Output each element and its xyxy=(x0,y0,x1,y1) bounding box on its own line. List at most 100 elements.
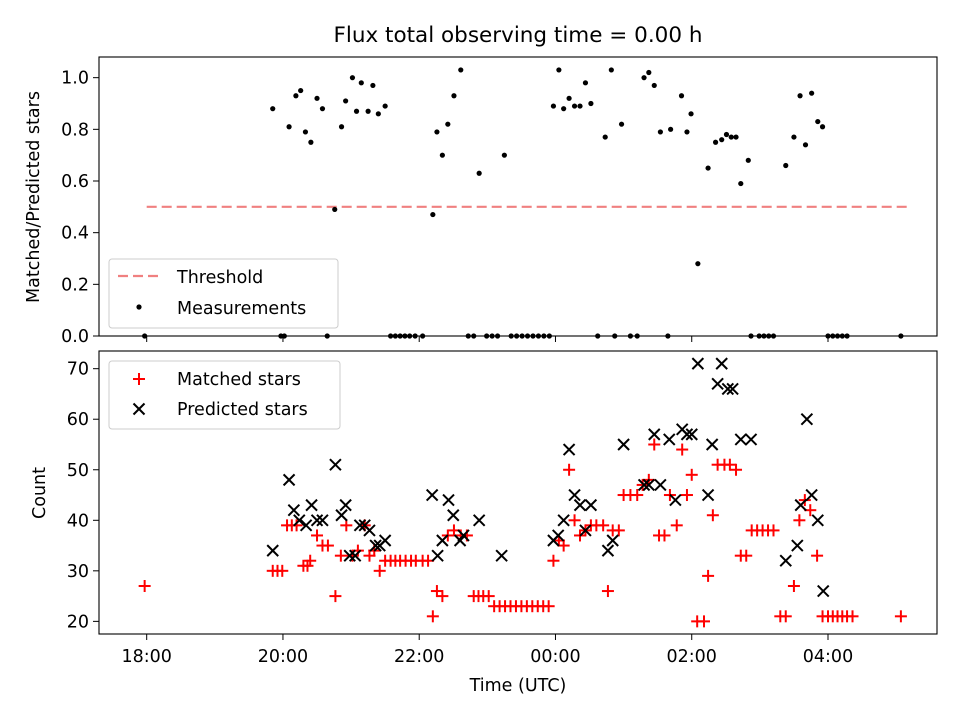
predicted-star-point xyxy=(348,549,362,562)
measurement-point xyxy=(365,108,371,114)
matched-star-point xyxy=(601,585,614,598)
matched-star-point xyxy=(542,600,555,613)
count-y-tick-label: 30 xyxy=(67,562,89,582)
matched-star-point xyxy=(329,590,342,603)
predicted-star-point xyxy=(701,488,715,502)
measurement-point xyxy=(602,134,608,140)
measurement-point xyxy=(375,111,381,117)
cross-stroke-b xyxy=(266,544,279,557)
predicted-star-point xyxy=(299,519,313,532)
measurement-point xyxy=(819,124,826,130)
measurement-point xyxy=(657,129,663,135)
predicted-star-point xyxy=(282,473,296,487)
predicted-star-points xyxy=(266,357,830,598)
measurement-point xyxy=(338,124,345,130)
measurement-point xyxy=(608,67,614,73)
predicted-star-point xyxy=(779,554,792,567)
predicted-star-point xyxy=(680,428,694,441)
cross-stroke-b xyxy=(711,377,724,391)
count-panel: 20 30 40 50 60 70 18:00 20:00 22:00 00:00 02:00 04:… xyxy=(30,350,938,696)
legend-measurements-swatch xyxy=(136,304,142,310)
cross-stroke-b xyxy=(579,524,592,537)
measurement-point xyxy=(556,67,562,73)
matched-star-point xyxy=(311,529,324,542)
cross-stroke-b xyxy=(779,554,792,567)
measurement-point xyxy=(566,95,572,101)
matched-star-point xyxy=(685,468,698,481)
measurement-point xyxy=(738,180,744,187)
measurement-point xyxy=(561,106,567,112)
cross-stroke-b xyxy=(648,428,661,441)
time-x-tick-label: 00:00 xyxy=(530,647,580,667)
measurement-point xyxy=(550,103,557,109)
cross-stroke-b xyxy=(791,539,804,552)
predicted-star-point xyxy=(573,498,587,512)
count-y-tick-label: 70 xyxy=(67,360,89,380)
matched-star-point xyxy=(138,579,151,592)
measurement-point xyxy=(678,93,685,99)
count-y-tick-label: 40 xyxy=(67,511,89,531)
predicted-star-point xyxy=(685,428,698,441)
predicted-star-point xyxy=(579,524,592,537)
predicted-star-point xyxy=(335,509,348,522)
matched-star-point xyxy=(648,438,661,451)
predicted-star-point xyxy=(495,549,508,562)
cross-stroke-b xyxy=(642,478,656,492)
measurement-point xyxy=(577,103,583,109)
cross-stroke-b xyxy=(691,357,705,370)
matched-star-point xyxy=(597,519,610,532)
ratio-y-tick-label: 0.0 xyxy=(61,327,89,347)
predicted-star-point xyxy=(266,544,279,557)
predicted-star-point xyxy=(691,357,705,370)
measurement-point xyxy=(705,165,711,171)
cross-stroke-b xyxy=(734,433,747,446)
matched-star-point xyxy=(276,564,289,577)
predicted-star-point xyxy=(363,524,376,537)
ratio-y-tick-label: 0.8 xyxy=(61,120,89,140)
cross-stroke-b xyxy=(310,514,324,527)
matched-star-point xyxy=(894,610,907,623)
predicted-star-point xyxy=(705,438,719,451)
measurement-point xyxy=(332,206,338,213)
cross-stroke-b xyxy=(339,498,352,512)
cross-stroke-b xyxy=(617,438,630,451)
ratio-legend: Threshold Measurements xyxy=(108,258,339,329)
matched-star-point xyxy=(373,564,386,577)
measurement-point xyxy=(668,126,674,132)
cross-stroke-b xyxy=(329,458,342,471)
cross-stroke-b xyxy=(335,509,348,522)
matched-star-point xyxy=(680,489,693,502)
time-x-tick-label: 02:00 xyxy=(667,647,717,667)
cross-stroke-b xyxy=(299,519,313,532)
time-x-tick-label: 04:00 xyxy=(803,647,853,667)
cross-stroke-b xyxy=(805,488,818,502)
matched-star-point xyxy=(321,539,334,552)
predicted-star-point xyxy=(425,488,439,502)
predicted-star-point xyxy=(817,584,830,598)
predicted-star-point xyxy=(642,478,656,492)
measurement-point xyxy=(298,87,304,94)
matched-star-point xyxy=(846,610,859,623)
measurement-point xyxy=(382,103,388,109)
cross-stroke-b xyxy=(425,488,439,502)
measurement-point xyxy=(582,80,589,86)
matched-star-point xyxy=(811,549,824,562)
cross-stroke-b xyxy=(282,473,296,487)
measurement-point xyxy=(797,93,803,99)
predicted-star-point xyxy=(637,478,651,492)
predicted-star-point xyxy=(329,458,342,471)
predicted-star-point xyxy=(447,509,460,522)
measurement-point xyxy=(791,134,797,140)
predicted-star-point xyxy=(734,433,747,446)
measurement-point xyxy=(783,162,789,169)
measurement-point xyxy=(618,121,625,127)
cross-stroke-b xyxy=(680,428,694,441)
measurement-point xyxy=(815,118,821,125)
cross-stroke-b xyxy=(472,514,486,527)
measurement-point xyxy=(809,90,815,96)
matched-star-point xyxy=(547,554,560,567)
measurement-point xyxy=(270,106,276,112)
matched-star-point xyxy=(290,519,303,532)
predicted-star-point xyxy=(601,544,615,557)
